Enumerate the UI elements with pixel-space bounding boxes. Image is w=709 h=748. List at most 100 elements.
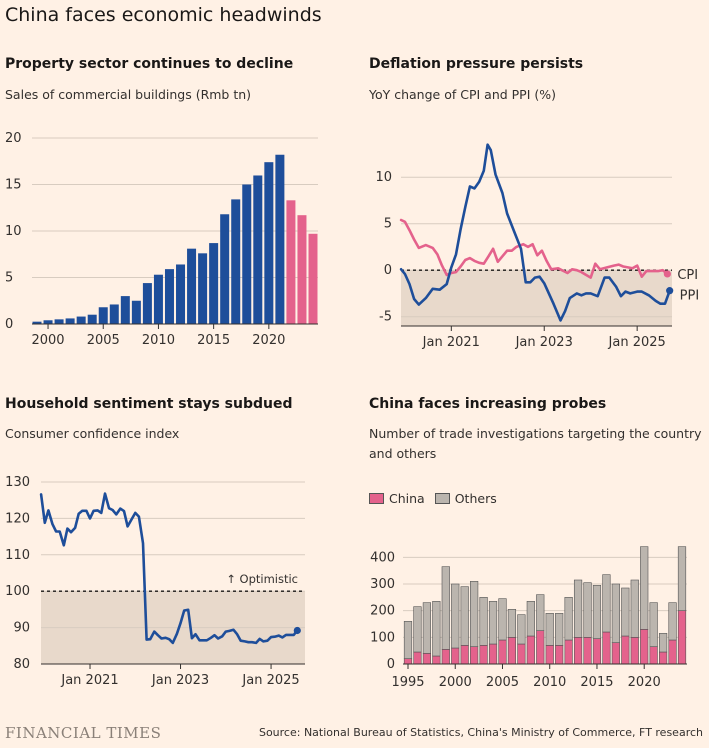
sentiment-ytick-label: 100	[5, 584, 30, 599]
probes-bar-china-2007	[517, 643, 526, 665]
probes-bar-china-2013	[573, 637, 583, 665]
property-bar-2016	[220, 214, 230, 324]
deflation-series-cpi	[399, 218, 669, 279]
probes-bar-others-2018	[621, 587, 630, 637]
probes-bar-china-2020	[640, 629, 649, 665]
probes-bar-others-2012	[564, 597, 573, 641]
probes-ytick-label: 300	[370, 577, 395, 592]
legend-item-others: Others	[434, 491, 497, 506]
property-bar-2005	[98, 307, 108, 324]
property-bar-2007	[120, 296, 130, 324]
probes-bar-china-2024	[677, 610, 687, 665]
probes-bar-others-2022	[659, 633, 668, 653]
legend-item-china: China	[369, 491, 425, 506]
sentiment-chart-title: Household sentiment stays subdued	[5, 396, 293, 412]
deflation-endpoint-ppi	[666, 287, 674, 295]
property-bar-2024	[308, 233, 318, 324]
deflation-xtick-label: Jan 2023	[515, 335, 573, 350]
property-bar-2023	[297, 215, 307, 324]
property-xtick-label: 2020	[252, 333, 285, 348]
property-bar-2011	[164, 269, 174, 324]
probes-bar-others-2001	[460, 586, 469, 646]
legend-label-others: Others	[454, 491, 497, 506]
probes-bar-china-2005	[498, 639, 507, 665]
property-bar-2015	[209, 243, 219, 324]
sentiment-xtick-label: Jan 2025	[241, 673, 299, 688]
probes-bar-others-2019	[630, 579, 639, 638]
probes-bar-others-1999	[441, 566, 450, 650]
property-bar-2012	[176, 264, 186, 324]
sentiment-xtick-label: Jan 2023	[151, 673, 209, 688]
deflation-chart-subtitle: YoY change of CPI and PPI (%)	[369, 87, 557, 102]
probes-bar-others-2000	[451, 583, 460, 649]
property-ytick-label: 0	[5, 317, 13, 332]
probes-bar-others-1995	[403, 621, 413, 659]
probes-bar-others-2008	[526, 601, 535, 637]
probes-bar-china-1996	[413, 651, 422, 665]
property-bar-2009	[142, 283, 152, 324]
page-title: China faces economic headwinds	[5, 4, 322, 26]
probes-bar-others-2003	[479, 597, 488, 646]
probes-xtick-label: 2010	[533, 675, 566, 690]
deflation-series-label-cpi: CPI	[677, 268, 698, 283]
probes-bar-china-2002	[470, 646, 479, 665]
sentiment-optimistic-label: ↑ Optimistic	[226, 572, 298, 586]
property-bar-2000	[43, 320, 53, 324]
probes-bar-china-2009	[536, 630, 545, 665]
property-ytick-label: 10	[5, 224, 22, 239]
probes-bar-others-2009	[536, 594, 545, 631]
property-ytick-label: 15	[5, 178, 22, 193]
probes-xtick-label: 2005	[486, 675, 519, 690]
probes-xtick-label: 2000	[439, 675, 472, 690]
sentiment-ytick-label: 110	[5, 548, 30, 563]
probes-bar-china-1999	[441, 649, 450, 665]
probes-xtick-label: 2015	[580, 675, 613, 690]
probes-bar-others-2016	[602, 574, 611, 633]
probes-bar-china-2019	[630, 637, 639, 665]
probes-bar-others-2007	[517, 614, 526, 645]
probes-bar-china-2010	[545, 645, 554, 665]
legend-swatch-china	[369, 493, 384, 504]
sentiment-chart-subtitle: Consumer confidence index	[5, 426, 180, 441]
deflation-xtick-label: Jan 2025	[608, 335, 666, 350]
property-bar-2018	[242, 184, 252, 324]
property-bar-2017	[231, 199, 241, 324]
probes-bar-others-2020	[640, 546, 649, 630]
deflation-ytick-label: 5	[384, 217, 392, 232]
probes-bar-others-2015	[592, 585, 602, 639]
property-bar-2008	[131, 300, 141, 324]
probes-bar-china-2022	[659, 651, 668, 665]
probes-bar-others-2014	[583, 582, 592, 638]
property-ytick-label: 20	[5, 131, 22, 146]
property-bar-2002	[65, 318, 75, 324]
deflation-endpoint-cpi	[663, 270, 671, 278]
probes-bar-china-2001	[460, 645, 469, 665]
probes-chart-subtitle: Number of trade investigations targeting…	[369, 426, 702, 461]
property-bar-2001	[54, 319, 64, 324]
probes-bar-china-2006	[507, 637, 517, 665]
property-xtick-label: 2015	[197, 333, 230, 348]
probes-ytick-label: 400	[370, 550, 395, 565]
property-xtick-label: 2010	[142, 333, 175, 348]
probes-bar-china-2016	[602, 631, 611, 665]
property-bar-2004	[87, 314, 97, 324]
probes-bar-china-1998	[432, 655, 441, 665]
sentiment-ytick-label: 130	[5, 475, 30, 490]
property-bar-2013	[187, 248, 197, 324]
probes-bar-others-2005	[498, 598, 507, 641]
deflation-ytick-label: 0	[384, 263, 392, 278]
probes-bar-china-2000	[451, 647, 460, 665]
probes-ytick-label: 0	[387, 657, 395, 672]
property-bar-2006	[109, 304, 119, 324]
probes-bar-china-2012	[564, 639, 573, 665]
legend-label-china: China	[389, 491, 425, 506]
probes-xtick-label: 1995	[391, 675, 424, 690]
probes-bar-others-2010	[545, 613, 554, 646]
probes-bar-china-2004	[488, 643, 498, 665]
probes-bar-others-2006	[507, 609, 517, 638]
probes-bar-others-2002	[470, 581, 479, 647]
deflation-chart-title: Deflation pressure persists	[369, 56, 584, 72]
probes-bar-others-1998	[432, 601, 441, 657]
probes-chart-title: China faces increasing probes	[369, 396, 607, 412]
